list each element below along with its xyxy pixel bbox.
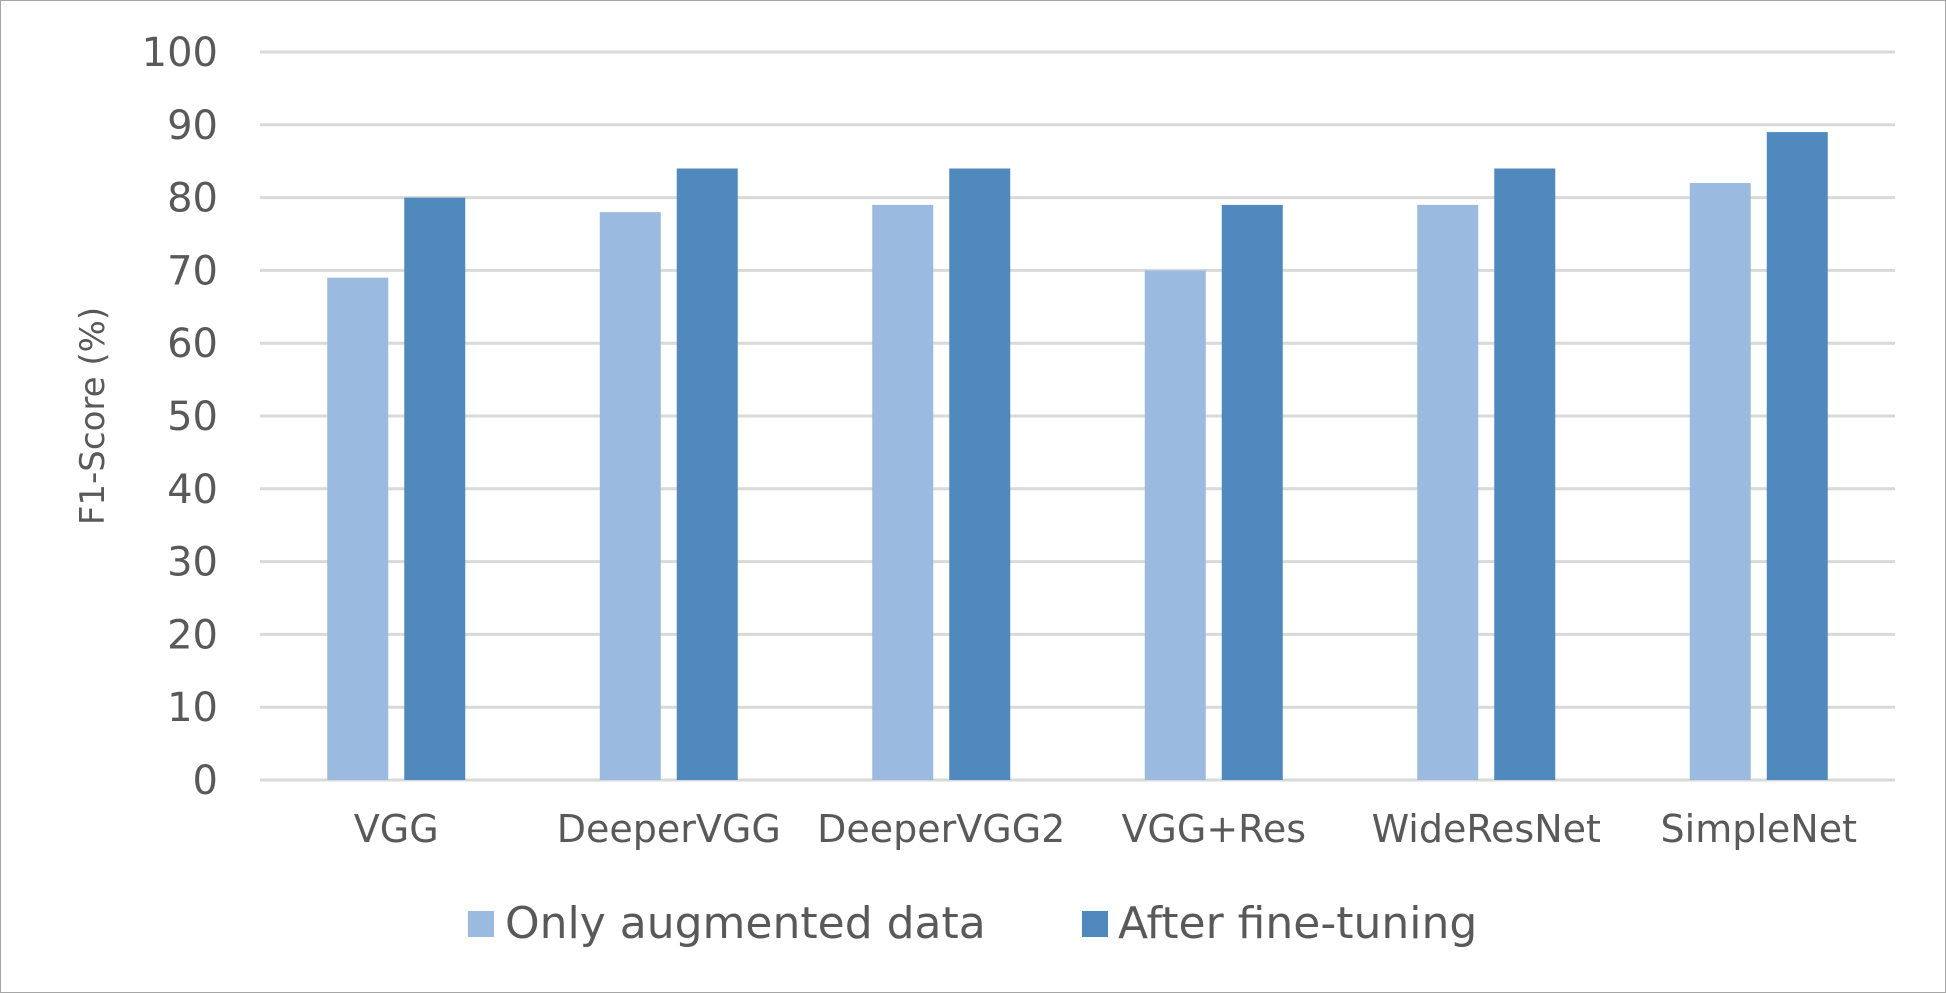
bar-vgg-series-1 <box>327 277 389 780</box>
x-category-label: WideResNet <box>1372 807 1601 851</box>
y-tick-label: 10 <box>167 685 218 731</box>
y-tick-label: 70 <box>167 248 218 294</box>
bars <box>327 132 1828 781</box>
bar-wideresnet-series-1 <box>1417 204 1479 780</box>
y-tick-label: 50 <box>167 394 218 440</box>
bar-deepervgg-series-2 <box>676 168 738 781</box>
legend-swatch-2 <box>1082 911 1108 937</box>
bar-simplenet-series-1 <box>1689 183 1751 781</box>
bar-deepervgg2-series-1 <box>872 204 934 780</box>
y-axis-label: F1-Score (%) <box>73 307 113 525</box>
legend-label-2: After fine-tuning <box>1118 898 1477 949</box>
legend-swatch-1 <box>468 911 494 937</box>
x-category-label: VGG+Res <box>1121 807 1306 851</box>
bar-vgg-res-series-2 <box>1221 204 1283 780</box>
x-category-label: VGG <box>354 807 439 851</box>
gridlines <box>260 50 1895 782</box>
y-tick-label: 40 <box>167 467 218 513</box>
legend-label-1: Only augmented data <box>505 898 986 949</box>
x-category-label: DeeperVGG <box>557 807 781 851</box>
y-tick-label: 0 <box>193 758 218 804</box>
x-category-label: DeeperVGG2 <box>817 807 1065 851</box>
y-tick-label: 90 <box>167 103 218 149</box>
y-tick-label: 100 <box>142 30 218 76</box>
y-tick-label: 30 <box>167 540 218 586</box>
bar-simplenet-series-2 <box>1766 132 1828 780</box>
x-category-label: SimpleNet <box>1661 807 1857 851</box>
legend: Only augmented data After fine-tuning <box>468 898 1477 949</box>
x-axis-categories: VGG DeeperVGG DeeperVGG2 VGG+Res WideResNet S… <box>354 807 1857 851</box>
bar-wideresnet-series-2 <box>1494 168 1556 781</box>
y-tick-label: 60 <box>167 321 218 367</box>
y-tick-label: 80 <box>167 176 218 222</box>
y-tick-label: 20 <box>167 612 218 658</box>
bar-vgg-series-2 <box>404 197 466 781</box>
bar-deepervgg2-series-2 <box>949 168 1011 781</box>
bar-deepervgg-series-1 <box>599 212 661 780</box>
y-axis-ticks: 0 10 20 30 40 50 60 70 80 90 100 <box>142 30 218 804</box>
bar-vgg-res-series-1 <box>1144 270 1206 780</box>
